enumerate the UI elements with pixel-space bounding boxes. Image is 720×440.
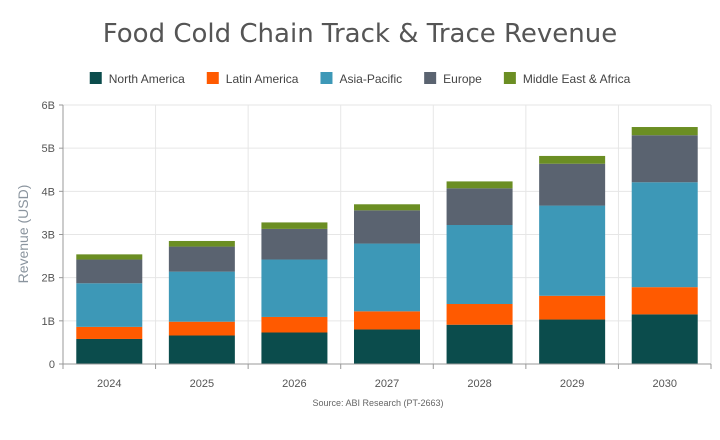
x-tick-label: 2026: [282, 378, 306, 390]
x-tick-label: 2027: [375, 378, 399, 390]
y-tick-label: 6B: [42, 100, 55, 112]
legend-item-asia-pacific: Asia-Pacific: [320, 72, 402, 86]
source-note: Source: ABI Research (PT-2663): [312, 398, 443, 408]
legend-item-europe: Europe: [424, 72, 482, 86]
bar-north-america-2026: [261, 332, 328, 364]
bar-middle-east-africa-2028: [446, 181, 513, 189]
bars: [76, 127, 698, 364]
bar-asia-pacific-2025: [168, 271, 235, 322]
bar-middle-east-africa-2027: [354, 204, 420, 211]
x-tick-label: 2028: [467, 378, 491, 390]
x-tick-label: 2025: [190, 378, 214, 390]
legend-item-latin-america: Latin America: [206, 72, 299, 86]
legend-swatch: [424, 72, 437, 84]
legend-swatch: [320, 72, 333, 84]
x-tick-label: 2030: [652, 378, 676, 390]
legend-label: Europe: [443, 72, 482, 86]
legend-label: Latin America: [226, 72, 299, 86]
y-tick-label: 4B: [42, 186, 55, 198]
bar-middle-east-africa-2026: [261, 222, 328, 229]
chart-title: Food Cold Chain Track & Trace Revenue: [103, 19, 618, 49]
bar-latin-america-2027: [354, 311, 420, 330]
bar-europe-2029: [539, 163, 606, 206]
legend-item-middle-east-africa: Middle East & Africa: [503, 72, 631, 86]
bar-north-america-2024: [76, 338, 143, 364]
legend-swatch: [89, 72, 102, 84]
bar-north-america-2028: [446, 324, 513, 364]
bar-latin-america-2025: [168, 321, 235, 336]
y-tick-label: 0: [49, 359, 55, 371]
y-tick-label: 1B: [42, 316, 55, 328]
y-tick-label: 3B: [42, 230, 55, 242]
x-tick-label: 2024: [97, 378, 121, 390]
bar-europe-2025: [168, 246, 235, 272]
bar-latin-america-2028: [446, 303, 513, 325]
bar-asia-pacific-2028: [446, 225, 513, 304]
bar-europe-2027: [354, 210, 420, 244]
bar-europe-2028: [446, 188, 513, 226]
bar-asia-pacific-2029: [539, 205, 606, 296]
bar-middle-east-africa-2025: [168, 240, 235, 247]
bar-middle-east-africa-2024: [76, 254, 143, 260]
x-axis-ticks: 2024 2025 2026 2027 2028 2029 2030: [97, 378, 677, 390]
bar-latin-america-2026: [261, 316, 328, 333]
chart-legend: North America Latin America Asia-Pacific Eu…: [89, 72, 631, 86]
legend-swatch: [503, 72, 516, 84]
bar-latin-america-2030: [631, 287, 698, 315]
legend-swatch: [206, 72, 219, 84]
y-axis-label: Revenue (USD): [15, 185, 31, 284]
bar-europe-2024: [76, 259, 143, 284]
bar-asia-pacific-2030: [631, 182, 698, 288]
legend-label: Middle East & Africa: [523, 72, 631, 86]
bar-asia-pacific-2026: [261, 259, 328, 317]
bar-middle-east-africa-2029: [539, 155, 606, 164]
bar-asia-pacific-2027: [354, 243, 420, 312]
bar-north-america-2029: [539, 319, 606, 364]
bar-north-america-2025: [168, 335, 235, 364]
bar-north-america-2027: [354, 329, 420, 364]
bar-europe-2030: [631, 135, 698, 183]
legend-label: North America: [109, 72, 185, 86]
bar-asia-pacific-2024: [76, 283, 143, 327]
legend-label: Asia-Pacific: [339, 72, 402, 86]
y-tick-label: 5B: [42, 143, 55, 155]
legend-item-north-america: North America: [89, 72, 185, 86]
bar-middle-east-africa-2030: [631, 127, 698, 136]
x-tick-label: 2029: [560, 378, 584, 390]
bar-north-america-2030: [631, 314, 698, 364]
bar-latin-america-2029: [539, 295, 606, 320]
bar-europe-2026: [261, 228, 328, 260]
y-axis-ticks: 0 1B 2B 3B 4B 5B 6B: [42, 100, 63, 371]
bar-latin-america-2024: [76, 326, 143, 339]
y-tick-label: 2B: [42, 273, 55, 285]
